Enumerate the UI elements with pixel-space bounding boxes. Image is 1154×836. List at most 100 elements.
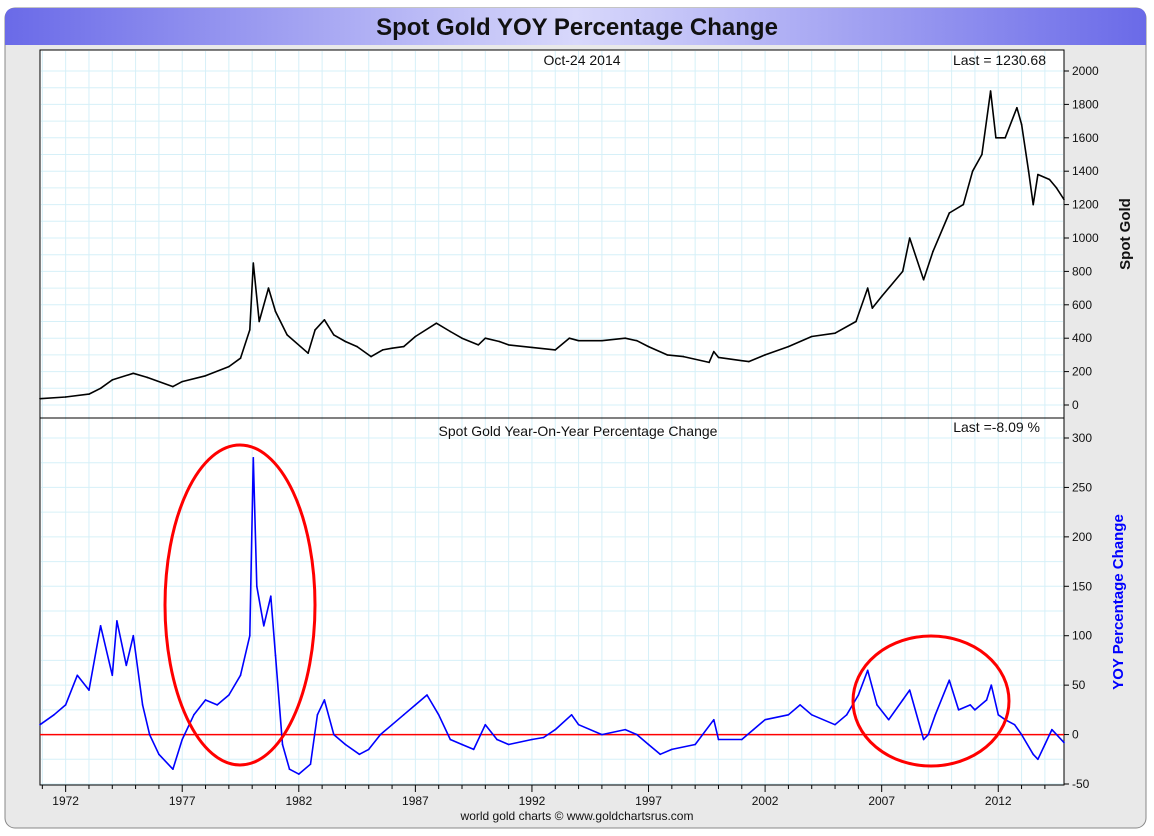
data-point — [64, 396, 67, 398]
data-point — [391, 723, 393, 726]
y-tick-label: 150 — [1072, 579, 1092, 593]
y-tick-label: 100 — [1072, 629, 1092, 643]
data-point — [694, 743, 696, 746]
y-tick-label: 400 — [1072, 331, 1092, 345]
data-point — [258, 320, 260, 323]
data-point — [974, 709, 976, 711]
data-point — [141, 704, 144, 706]
data-point — [799, 704, 801, 706]
data-point — [76, 674, 79, 677]
data-point — [496, 738, 498, 741]
data-point — [148, 733, 151, 736]
data-point — [39, 723, 41, 726]
data-point — [934, 714, 937, 716]
data-point — [570, 714, 573, 716]
data-point — [125, 664, 128, 667]
data-point — [228, 365, 230, 368]
data-point — [307, 352, 309, 355]
data-point — [857, 694, 860, 696]
data-point — [314, 329, 316, 331]
data-point — [158, 753, 160, 756]
data-point — [787, 714, 790, 716]
chart-title: Spot Gold YOY Percentage Change — [376, 14, 778, 41]
y-tick-label: 50 — [1072, 678, 1086, 692]
data-point — [498, 340, 501, 343]
data-point — [671, 748, 673, 751]
data-point — [449, 330, 452, 333]
y-tick-label: 2000 — [1072, 64, 1099, 78]
data-point — [636, 339, 638, 342]
data-point — [449, 738, 452, 741]
data-point — [1027, 170, 1030, 172]
data-point — [1020, 733, 1023, 736]
data-point — [922, 738, 925, 741]
x-tick-label: 2012 — [985, 794, 1012, 808]
data-point — [288, 768, 291, 770]
data-point — [717, 356, 720, 359]
bottom-y-axis-label: YOY Percentage Change — [1110, 514, 1127, 690]
data-point — [286, 334, 288, 336]
data-point — [472, 748, 475, 751]
data-point — [752, 728, 755, 731]
data-point — [358, 753, 361, 756]
data-point — [64, 704, 67, 706]
data-point — [659, 753, 661, 756]
data-point — [624, 728, 627, 731]
data-point — [647, 345, 650, 348]
data-point — [1055, 187, 1058, 189]
y-tick-label: 250 — [1072, 480, 1092, 494]
data-point — [577, 339, 580, 342]
data-point — [379, 733, 382, 736]
data-point — [252, 456, 255, 459]
bottom-title: Spot Gold Year-On-Year Percentage Change — [439, 423, 718, 439]
data-point — [270, 595, 272, 597]
data-point — [146, 376, 149, 379]
top-last-label: Last = 1230.68 — [953, 52, 1046, 68]
data-point — [531, 346, 533, 349]
data-point — [204, 374, 207, 377]
data-point — [1037, 173, 1039, 176]
data-point — [708, 361, 710, 364]
data-point — [1032, 203, 1035, 206]
data-point — [834, 723, 836, 726]
data-point — [1051, 728, 1053, 731]
data-point — [871, 307, 874, 309]
data-point — [957, 709, 960, 711]
data-point — [682, 355, 685, 358]
y-tick-label: 800 — [1072, 264, 1092, 278]
data-point — [461, 337, 463, 340]
top-date-label: Oct-24 2014 — [543, 52, 620, 68]
x-tick-label: 1972 — [52, 794, 79, 808]
data-point — [927, 733, 930, 736]
y-tick-label: 200 — [1072, 365, 1092, 379]
yoy-change-line — [39, 456, 1065, 775]
data-point — [834, 332, 836, 334]
data-point — [477, 344, 480, 346]
data-point — [810, 335, 813, 338]
data-point — [391, 347, 393, 350]
data-point — [99, 387, 102, 390]
data-point — [866, 287, 869, 289]
data-point — [740, 738, 743, 741]
data-point — [193, 714, 195, 716]
data-point — [647, 743, 650, 746]
data-point — [1004, 137, 1007, 139]
data-point — [181, 380, 184, 383]
data-point — [636, 733, 638, 736]
annotation-ellipse-2008 — [851, 634, 1011, 768]
data-point — [713, 350, 715, 353]
data-point — [263, 625, 265, 627]
y-tick-label: -50 — [1072, 777, 1090, 791]
data-point — [267, 287, 270, 289]
data-point — [309, 763, 312, 766]
data-point — [948, 212, 951, 214]
data-point — [437, 714, 440, 716]
data-point — [1037, 758, 1039, 761]
data-point — [402, 714, 405, 716]
data-point — [764, 354, 766, 356]
data-point — [787, 345, 790, 348]
data-point — [531, 738, 533, 741]
data-point — [601, 733, 603, 736]
x-tick-label: 2007 — [868, 794, 895, 808]
